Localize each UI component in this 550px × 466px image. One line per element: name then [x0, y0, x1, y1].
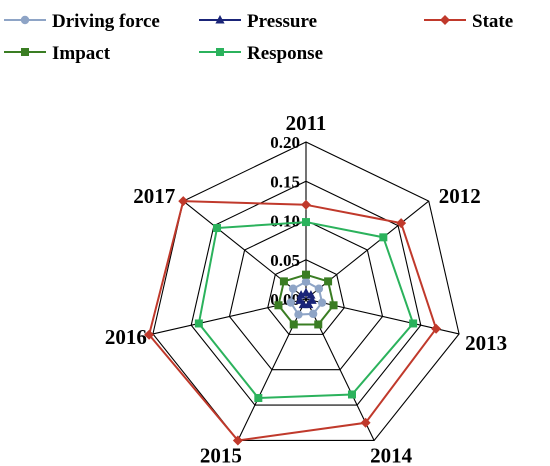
- data-point: [213, 224, 222, 233]
- data-point: [302, 270, 310, 279]
- data-point: [324, 277, 333, 286]
- data-point: [314, 320, 323, 329]
- legend: Driving force Pressure State Impact Response: [4, 11, 513, 64]
- legend-item: Response: [199, 43, 323, 64]
- tick-label: 0.15: [270, 172, 300, 191]
- data-point: [288, 284, 298, 293]
- data-point: [279, 277, 288, 286]
- grid-ring: [228, 219, 384, 371]
- grid-ring: [267, 259, 345, 335]
- data-point: [296, 290, 306, 299]
- data-point: [347, 390, 356, 399]
- legend-label: Pressure: [247, 11, 317, 32]
- legend-label: Impact: [52, 43, 111, 64]
- data-point: [232, 435, 243, 446]
- data-point: [274, 301, 283, 310]
- legend-marker: [20, 15, 30, 25]
- legend-marker: [215, 15, 225, 24]
- data-point: [301, 287, 311, 297]
- axis-labels: 2011 2012 2013 2014 2015 2016 2017: [105, 111, 507, 466]
- series-layer: [144, 196, 442, 446]
- series-state: [144, 196, 442, 446]
- tick-label: 0.20: [270, 133, 300, 152]
- data-point: [314, 284, 324, 293]
- legend-item: Driving force: [4, 11, 160, 32]
- category-label: 2013: [465, 331, 507, 355]
- grid-ring: [190, 180, 422, 406]
- tick-label: 0.05: [270, 251, 300, 270]
- category-label: 2014: [370, 443, 413, 466]
- legend-item: State: [424, 11, 513, 32]
- data-point: [295, 295, 305, 304]
- category-label: 2015: [200, 443, 242, 466]
- legend-label: Response: [247, 43, 323, 64]
- data-point: [329, 301, 338, 310]
- series-impact: [274, 270, 338, 329]
- data-point: [286, 298, 295, 307]
- data-point: [178, 196, 189, 207]
- data-point: [317, 298, 327, 307]
- legend-label: Driving force: [52, 11, 160, 32]
- data-point: [379, 233, 388, 242]
- data-point: [254, 394, 263, 403]
- data-point: [409, 319, 418, 328]
- legend-marker: [216, 48, 224, 56]
- data-point: [360, 417, 371, 428]
- series-pressure: [295, 287, 317, 309]
- category-label: 2011: [286, 111, 327, 135]
- data-point: [396, 218, 407, 229]
- data-point: [294, 310, 303, 319]
- series-response: [194, 218, 418, 403]
- series-line: [197, 221, 415, 400]
- legend-marker: [21, 48, 29, 56]
- data-point: [194, 319, 203, 328]
- legend-marker: [440, 15, 450, 25]
- data-point: [301, 277, 311, 286]
- data-point: [298, 299, 308, 309]
- series-line: [148, 200, 438, 442]
- data-point: [301, 199, 311, 210]
- legend-label: State: [472, 11, 513, 32]
- tick-label: 0.10: [270, 212, 300, 231]
- series-driving-force: [286, 277, 327, 319]
- data-point: [302, 218, 310, 227]
- data-point: [431, 323, 442, 334]
- category-label: 2016: [105, 325, 147, 349]
- data-point: [306, 290, 316, 299]
- data-point: [144, 329, 155, 340]
- category-label: 2017: [133, 184, 175, 208]
- data-point: [289, 320, 298, 329]
- category-label: 2012: [439, 184, 481, 208]
- data-point: [308, 309, 318, 319]
- legend-item: Pressure: [199, 11, 317, 32]
- legend-item: Impact: [4, 43, 111, 64]
